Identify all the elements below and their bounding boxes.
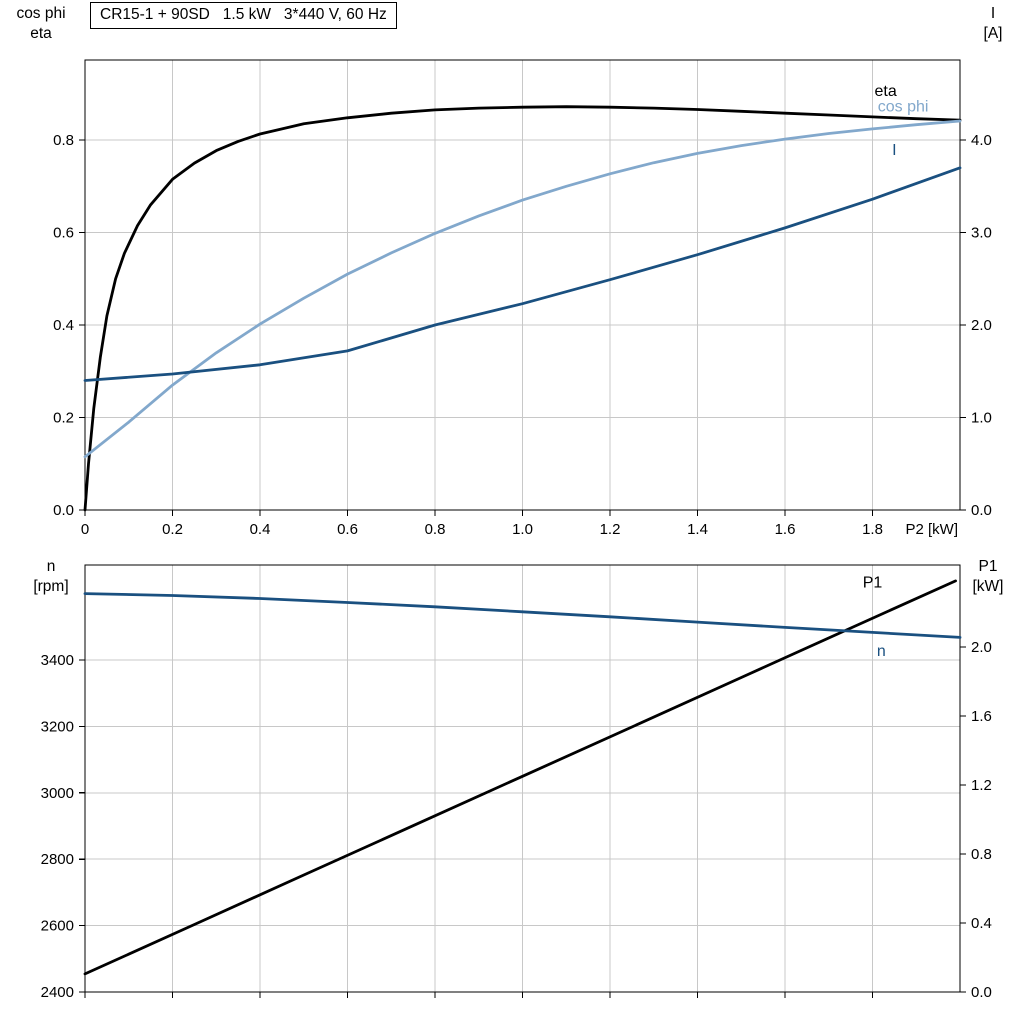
chart-title: CR15-1 + 90SD 1.5 kW 3*440 V, 60 Hz: [90, 2, 397, 29]
y-left-tick-label: 3200: [41, 718, 74, 735]
y-left-tick-label: 2800: [41, 851, 74, 868]
current-curve-label: I: [892, 142, 896, 159]
input-power-curve: [83, 579, 957, 976]
speed-curve-label: n: [877, 643, 886, 660]
plot-frame: [84, 564, 961, 993]
y-left-tick-label: 0.0: [53, 502, 74, 519]
power-axis-title-line2: [kW]: [972, 578, 1004, 595]
x-axis-label: P2 [kW]: [905, 521, 958, 538]
y-right-tick-label: 1.6: [971, 708, 992, 725]
eta-curve-label: eta: [874, 83, 896, 100]
speed-curve: [83, 592, 962, 639]
y-left-tick-label: 3000: [41, 785, 74, 802]
y-left-tick-label: 0.2: [53, 410, 74, 427]
x-tick-label: 0: [81, 521, 89, 538]
y-left-axis-title-line2: eta: [30, 25, 52, 42]
y-left-tick-label: 2600: [41, 918, 74, 935]
y-right-tick-label: 0.0: [971, 984, 992, 1001]
y-right-axis-title-bottom: P1 [kW]: [956, 557, 1020, 597]
y-right-tick-label: 2.0: [971, 639, 992, 656]
y-right-tick-label: 3.0: [971, 225, 992, 242]
x-tick-label: 1.4: [687, 521, 708, 538]
speed-axis-title-line1: n: [46, 558, 56, 575]
x-tick-label: 1.8: [862, 521, 883, 538]
current-curve: [83, 166, 962, 382]
x-tick-label: 0.4: [250, 521, 271, 538]
x-tick-label: 0.2: [162, 521, 183, 538]
x-tick-label: 1.0: [512, 521, 533, 538]
y-right-tick-label: 0.4: [971, 915, 992, 932]
y-right-axis-title-line2: [A]: [983, 25, 1003, 42]
y-right-tick-label: 1.0: [971, 410, 992, 427]
y-left-axis-title-line1: cos phi: [16, 5, 66, 22]
y-left-tick-label: 0.4: [53, 317, 74, 334]
y-left-tick-label: 0.8: [53, 132, 74, 149]
y-left-axis-title-bottom: n [rpm]: [16, 557, 86, 597]
y-right-tick-label: 0.8: [971, 846, 992, 863]
eta-curve: [83, 105, 962, 512]
y-right-tick-label: 2.0: [971, 317, 992, 334]
y-right-tick-label: 4.0: [971, 132, 992, 149]
x-tick-label: 0.6: [337, 521, 358, 538]
x-tick-label: 1.6: [775, 521, 796, 538]
y-right-axis-title-line1: I: [990, 5, 996, 22]
cos-phi-curve-label: cos phi: [878, 98, 929, 115]
cos-phi-curve: [83, 119, 962, 459]
y-right-tick-label: 1.2: [971, 777, 992, 794]
y-right-tick-label: 0.0: [971, 502, 992, 519]
y-left-axis-title-top: cos phi eta: [2, 4, 80, 44]
input-power-curve-label: P1: [863, 574, 883, 591]
y-left-tick-label: 3400: [41, 652, 74, 669]
x-tick-label: 1.2: [600, 521, 621, 538]
power-axis-title-line1: P1: [978, 558, 998, 575]
x-tick-label: 0.8: [425, 521, 446, 538]
speed-axis-title-line2: [rpm]: [33, 578, 69, 595]
y-right-axis-title-top: I [A]: [964, 4, 1022, 44]
y-left-tick-label: 2400: [41, 984, 74, 1001]
y-left-tick-label: 0.6: [53, 225, 74, 242]
plot-frame: [84, 59, 961, 511]
